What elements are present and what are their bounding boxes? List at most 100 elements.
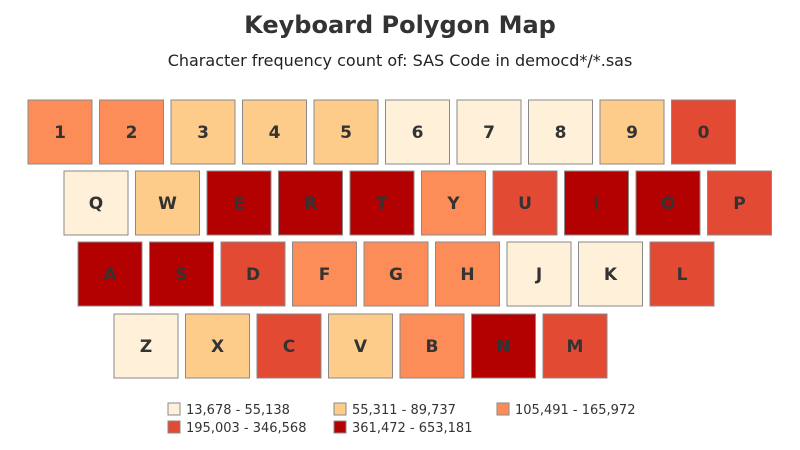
key-label: C (283, 337, 295, 357)
key-5: 5 (313, 99, 379, 165)
legend-item: 361,472 - 653,181 (333, 420, 472, 436)
key-d: D (220, 241, 286, 307)
key-n: N (471, 313, 536, 379)
key-1: 1 (27, 99, 93, 165)
key-label: N (496, 337, 510, 357)
key-cell (635, 170, 701, 236)
key-label: 0 (698, 123, 710, 143)
key-cell (707, 170, 772, 236)
key-c: C (256, 313, 322, 379)
legend-item: 105,491 - 165,972 (496, 402, 635, 418)
key-cell (528, 99, 593, 165)
legend-swatch (496, 402, 510, 416)
key-label: B (426, 337, 439, 357)
key-g: G (363, 241, 429, 307)
key-cell (220, 241, 286, 307)
key-7: 7 (456, 99, 522, 165)
key-4: 4 (242, 99, 307, 165)
key-3: 3 (170, 99, 236, 165)
key-label: 7 (483, 123, 495, 143)
key-w: W (135, 170, 200, 236)
key-label: I (593, 194, 599, 214)
key-z: Z (113, 313, 179, 379)
key-label: 8 (555, 123, 567, 143)
key-cell (292, 241, 357, 307)
legend-label: 105,491 - 165,972 (515, 403, 635, 418)
key-label: 1 (54, 123, 66, 143)
key-h: H (435, 241, 500, 307)
key-cell (99, 99, 164, 165)
key-9: 9 (599, 99, 665, 165)
key-label: V (354, 337, 368, 357)
key-cell (363, 241, 429, 307)
legend-item: 195,003 - 346,568 (167, 420, 306, 436)
key-label: 3 (197, 123, 209, 143)
key-cell (421, 170, 486, 236)
key-cell (671, 99, 736, 165)
key-cell (135, 170, 200, 236)
key-x: X (185, 313, 250, 379)
legend-item: 13,678 - 55,138 (167, 402, 290, 418)
key-label: Q (89, 194, 103, 214)
key-label: H (460, 265, 474, 285)
legend-label: 195,003 - 346,568 (186, 421, 306, 436)
key-label: Z (140, 337, 152, 357)
key-v: V (328, 313, 393, 379)
key-cell (506, 241, 572, 307)
key-t: T (349, 170, 415, 236)
chart-title: Keyboard Polygon Map (244, 11, 556, 39)
key-label: D (246, 265, 260, 285)
key-i: I (564, 170, 629, 236)
legend-label: 13,678 - 55,138 (186, 403, 290, 418)
key-cell (77, 241, 143, 307)
key-label: 6 (412, 123, 424, 143)
key-cell (542, 313, 608, 379)
key-r: R (278, 170, 343, 236)
key-label: 5 (340, 123, 352, 143)
key-cell (328, 313, 393, 379)
key-label: F (319, 265, 331, 285)
key-cell (599, 99, 665, 165)
key-label: J (535, 265, 542, 285)
key-cell (185, 313, 250, 379)
key-u: U (492, 170, 558, 236)
key-cell (63, 170, 129, 236)
key-label: 2 (126, 123, 138, 143)
key-label: L (677, 265, 688, 285)
key-0: 0 (671, 99, 736, 165)
legend-swatch (333, 420, 347, 434)
key-label: G (389, 265, 403, 285)
key-label: 9 (626, 123, 638, 143)
key-label: W (158, 194, 177, 214)
key-j: J (506, 241, 572, 307)
key-cell (578, 241, 643, 307)
key-label: X (211, 337, 224, 357)
key-label: A (103, 265, 117, 285)
key-cell (242, 99, 307, 165)
key-cell (170, 99, 236, 165)
legend-item: 55,311 - 89,737 (333, 402, 456, 418)
key-label: R (304, 194, 317, 214)
key-f: F (292, 241, 357, 307)
key-label: U (518, 194, 532, 214)
key-s: S (149, 241, 214, 307)
key-2: 2 (99, 99, 164, 165)
key-8: 8 (528, 99, 593, 165)
key-k: K (578, 241, 643, 307)
key-cell (206, 170, 272, 236)
key-o: O (635, 170, 701, 236)
key-cell (113, 313, 179, 379)
key-label: M (567, 337, 584, 357)
key-cell (471, 313, 536, 379)
legend-swatch (333, 402, 347, 416)
key-label: 4 (269, 123, 281, 143)
key-cell (313, 99, 379, 165)
key-p: P (707, 170, 772, 236)
legend-swatch (167, 420, 181, 434)
key-cell (278, 170, 343, 236)
key-cell (256, 313, 322, 379)
legend-label: 55,311 - 89,737 (352, 403, 456, 418)
key-label: K (604, 265, 618, 285)
key-cell (27, 99, 93, 165)
